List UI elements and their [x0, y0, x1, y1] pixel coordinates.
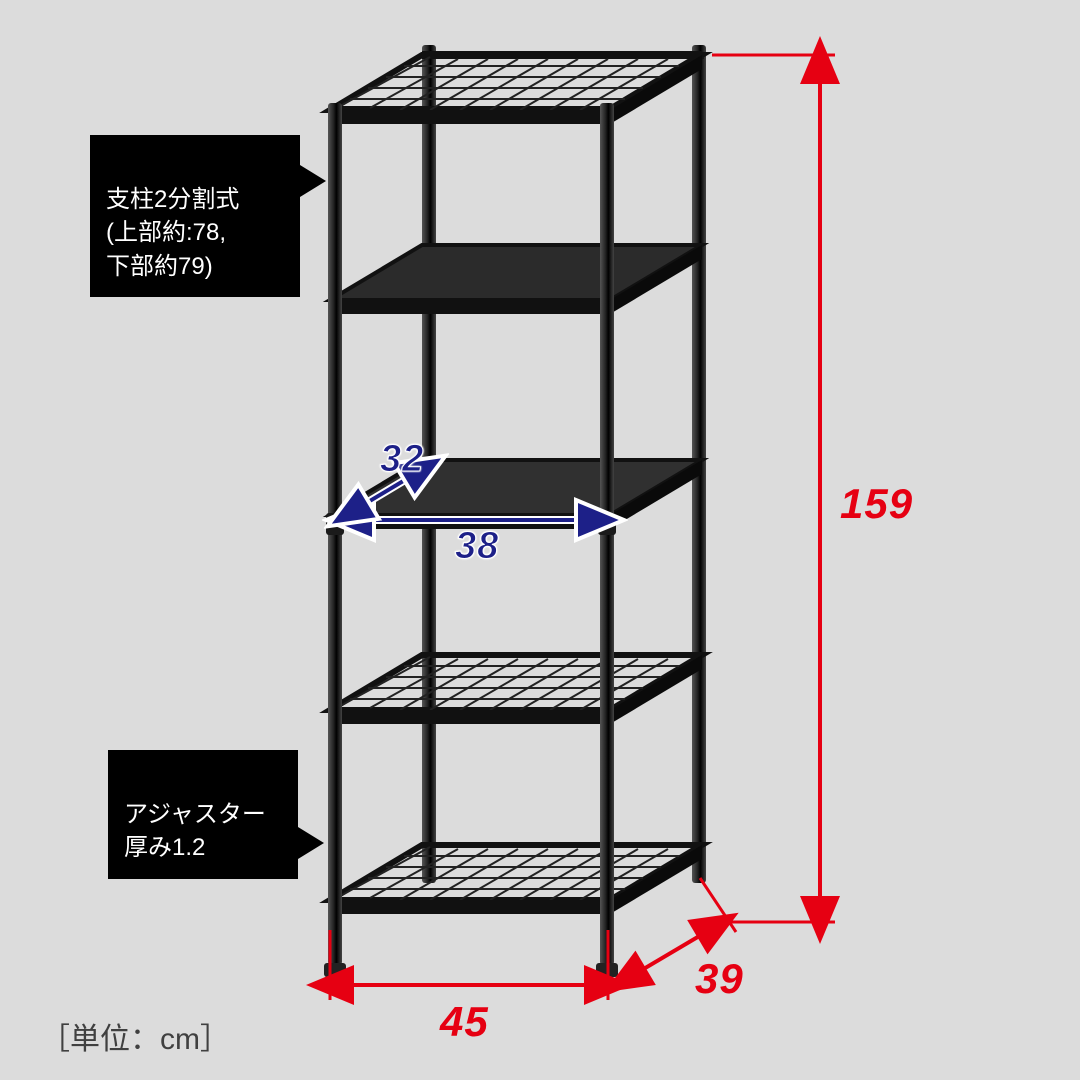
callout-adjuster-text: アジャスター 厚み1.2: [124, 801, 266, 862]
dim-shelf-width: 38: [455, 525, 499, 568]
diagram-canvas: 支柱2分割式 (上部約:78, 下部約79) アジャスター 厚み1.2 159 …: [0, 0, 1080, 1080]
callout-pillar-text: 支柱2分割式 (上部約:78, 下部約79): [106, 186, 239, 280]
dim-shelf-depth: 32: [380, 438, 424, 481]
callout-pillar: 支柱2分割式 (上部約:78, 下部約79): [90, 135, 300, 297]
dim-depth: 39: [695, 955, 744, 1003]
dim-height: 159: [840, 480, 913, 528]
dim-width: 45: [440, 998, 489, 1046]
callout-adjuster: アジャスター 厚み1.2: [108, 750, 298, 879]
unit-label: ［単位：cm］: [40, 1014, 230, 1058]
